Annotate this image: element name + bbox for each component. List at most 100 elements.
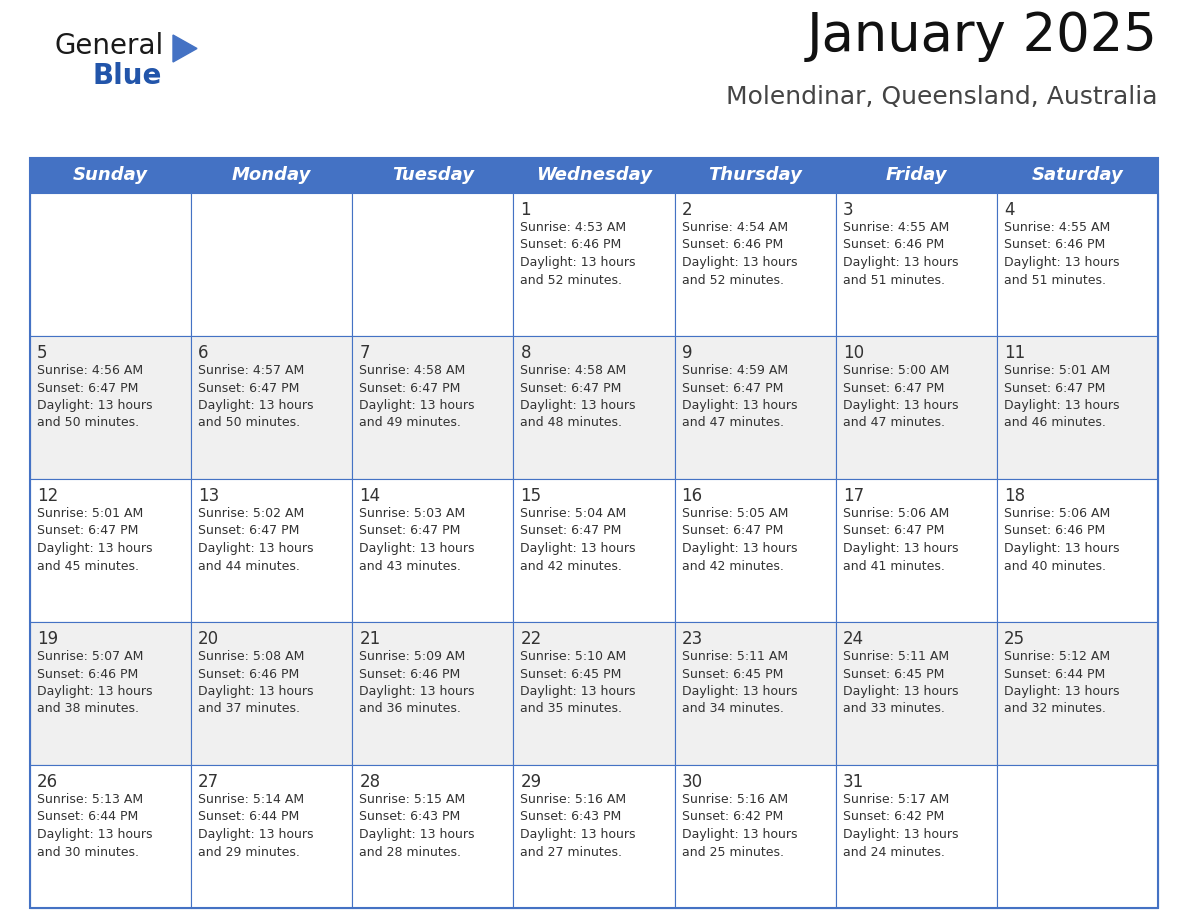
Bar <box>353 479 513 622</box>
Text: Sunrise: 5:15 AM
Sunset: 6:43 PM
Daylight: 13 hours
and 28 minutes.: Sunrise: 5:15 AM Sunset: 6:43 PM Dayligh… <box>359 793 475 858</box>
Bar <box>997 336 1158 479</box>
Text: Sunrise: 4:58 AM
Sunset: 6:47 PM
Daylight: 13 hours
and 49 minutes.: Sunrise: 4:58 AM Sunset: 6:47 PM Dayligh… <box>359 364 475 430</box>
Text: 22: 22 <box>520 630 542 648</box>
Bar <box>835 479 997 622</box>
Text: Sunrise: 5:13 AM
Sunset: 6:44 PM
Daylight: 13 hours
and 30 minutes.: Sunrise: 5:13 AM Sunset: 6:44 PM Dayligh… <box>37 793 152 858</box>
Polygon shape <box>173 35 197 62</box>
Bar <box>30 336 191 479</box>
Text: 23: 23 <box>682 630 703 648</box>
Text: Sunrise: 5:01 AM
Sunset: 6:47 PM
Daylight: 13 hours
and 45 minutes.: Sunrise: 5:01 AM Sunset: 6:47 PM Dayligh… <box>37 507 152 573</box>
Text: General: General <box>55 32 164 60</box>
Bar <box>835 336 997 479</box>
Bar <box>353 193 513 336</box>
Text: 6: 6 <box>198 344 209 362</box>
Text: January 2025: January 2025 <box>807 10 1158 62</box>
Text: Sunrise: 5:02 AM
Sunset: 6:47 PM
Daylight: 13 hours
and 44 minutes.: Sunrise: 5:02 AM Sunset: 6:47 PM Dayligh… <box>198 507 314 573</box>
Bar <box>835 193 997 336</box>
Bar <box>191 479 353 622</box>
Text: Sunrise: 4:59 AM
Sunset: 6:47 PM
Daylight: 13 hours
and 47 minutes.: Sunrise: 4:59 AM Sunset: 6:47 PM Dayligh… <box>682 364 797 430</box>
Text: Sunrise: 5:05 AM
Sunset: 6:47 PM
Daylight: 13 hours
and 42 minutes.: Sunrise: 5:05 AM Sunset: 6:47 PM Dayligh… <box>682 507 797 573</box>
Text: 28: 28 <box>359 773 380 791</box>
Bar <box>997 193 1158 336</box>
Bar <box>30 158 1158 193</box>
Text: Sunrise: 4:55 AM
Sunset: 6:46 PM
Daylight: 13 hours
and 51 minutes.: Sunrise: 4:55 AM Sunset: 6:46 PM Dayligh… <box>842 221 959 286</box>
Bar <box>353 765 513 908</box>
Text: 20: 20 <box>198 630 220 648</box>
Text: Sunrise: 5:16 AM
Sunset: 6:43 PM
Daylight: 13 hours
and 27 minutes.: Sunrise: 5:16 AM Sunset: 6:43 PM Dayligh… <box>520 793 636 858</box>
Text: Sunrise: 5:06 AM
Sunset: 6:46 PM
Daylight: 13 hours
and 40 minutes.: Sunrise: 5:06 AM Sunset: 6:46 PM Dayligh… <box>1004 507 1119 573</box>
Bar <box>191 765 353 908</box>
Bar <box>191 336 353 479</box>
Text: Sunrise: 5:10 AM
Sunset: 6:45 PM
Daylight: 13 hours
and 35 minutes.: Sunrise: 5:10 AM Sunset: 6:45 PM Dayligh… <box>520 650 636 715</box>
Text: 17: 17 <box>842 487 864 505</box>
Bar <box>30 622 191 765</box>
Bar <box>835 765 997 908</box>
Text: Sunrise: 4:56 AM
Sunset: 6:47 PM
Daylight: 13 hours
and 50 minutes.: Sunrise: 4:56 AM Sunset: 6:47 PM Dayligh… <box>37 364 152 430</box>
Text: Sunrise: 5:11 AM
Sunset: 6:45 PM
Daylight: 13 hours
and 33 minutes.: Sunrise: 5:11 AM Sunset: 6:45 PM Dayligh… <box>842 650 959 715</box>
Bar <box>675 765 835 908</box>
Text: Molendinar, Queensland, Australia: Molendinar, Queensland, Australia <box>727 85 1158 109</box>
Text: Sunrise: 5:04 AM
Sunset: 6:47 PM
Daylight: 13 hours
and 42 minutes.: Sunrise: 5:04 AM Sunset: 6:47 PM Dayligh… <box>520 507 636 573</box>
Bar <box>997 765 1158 908</box>
Bar <box>30 193 191 336</box>
Text: 13: 13 <box>198 487 220 505</box>
Bar <box>191 622 353 765</box>
Text: Sunrise: 5:09 AM
Sunset: 6:46 PM
Daylight: 13 hours
and 36 minutes.: Sunrise: 5:09 AM Sunset: 6:46 PM Dayligh… <box>359 650 475 715</box>
Text: Sunrise: 5:16 AM
Sunset: 6:42 PM
Daylight: 13 hours
and 25 minutes.: Sunrise: 5:16 AM Sunset: 6:42 PM Dayligh… <box>682 793 797 858</box>
Text: 12: 12 <box>37 487 58 505</box>
Text: Blue: Blue <box>93 62 163 90</box>
Text: 18: 18 <box>1004 487 1025 505</box>
Text: 7: 7 <box>359 344 369 362</box>
Text: 16: 16 <box>682 487 702 505</box>
Text: 5: 5 <box>37 344 48 362</box>
Bar <box>675 479 835 622</box>
Text: 19: 19 <box>37 630 58 648</box>
Text: 8: 8 <box>520 344 531 362</box>
Bar <box>191 193 353 336</box>
Text: 1: 1 <box>520 201 531 219</box>
Text: 14: 14 <box>359 487 380 505</box>
Text: Sunrise: 5:00 AM
Sunset: 6:47 PM
Daylight: 13 hours
and 47 minutes.: Sunrise: 5:00 AM Sunset: 6:47 PM Dayligh… <box>842 364 959 430</box>
Text: 11: 11 <box>1004 344 1025 362</box>
Bar <box>353 336 513 479</box>
Text: 26: 26 <box>37 773 58 791</box>
Text: 2: 2 <box>682 201 693 219</box>
Text: Tuesday: Tuesday <box>392 166 474 185</box>
Text: Sunrise: 5:12 AM
Sunset: 6:44 PM
Daylight: 13 hours
and 32 minutes.: Sunrise: 5:12 AM Sunset: 6:44 PM Dayligh… <box>1004 650 1119 715</box>
Text: 21: 21 <box>359 630 380 648</box>
Bar <box>513 193 675 336</box>
Text: 4: 4 <box>1004 201 1015 219</box>
Text: 15: 15 <box>520 487 542 505</box>
Text: 29: 29 <box>520 773 542 791</box>
Text: 10: 10 <box>842 344 864 362</box>
Text: 30: 30 <box>682 773 702 791</box>
Text: Sunday: Sunday <box>74 166 148 185</box>
Bar <box>675 622 835 765</box>
Text: Wednesday: Wednesday <box>536 166 652 185</box>
Bar <box>513 765 675 908</box>
Text: 3: 3 <box>842 201 853 219</box>
Bar <box>997 622 1158 765</box>
Bar <box>675 193 835 336</box>
Text: 25: 25 <box>1004 630 1025 648</box>
Text: Sunrise: 4:57 AM
Sunset: 6:47 PM
Daylight: 13 hours
and 50 minutes.: Sunrise: 4:57 AM Sunset: 6:47 PM Dayligh… <box>198 364 314 430</box>
Text: Sunrise: 5:06 AM
Sunset: 6:47 PM
Daylight: 13 hours
and 41 minutes.: Sunrise: 5:06 AM Sunset: 6:47 PM Dayligh… <box>842 507 959 573</box>
Bar <box>513 336 675 479</box>
Text: Sunrise: 5:03 AM
Sunset: 6:47 PM
Daylight: 13 hours
and 43 minutes.: Sunrise: 5:03 AM Sunset: 6:47 PM Dayligh… <box>359 507 475 573</box>
Bar <box>30 479 191 622</box>
Bar <box>513 479 675 622</box>
Text: Sunrise: 5:08 AM
Sunset: 6:46 PM
Daylight: 13 hours
and 37 minutes.: Sunrise: 5:08 AM Sunset: 6:46 PM Dayligh… <box>198 650 314 715</box>
Text: Sunrise: 5:11 AM
Sunset: 6:45 PM
Daylight: 13 hours
and 34 minutes.: Sunrise: 5:11 AM Sunset: 6:45 PM Dayligh… <box>682 650 797 715</box>
Text: Monday: Monday <box>232 166 311 185</box>
Bar <box>30 765 191 908</box>
Text: Sunrise: 4:53 AM
Sunset: 6:46 PM
Daylight: 13 hours
and 52 minutes.: Sunrise: 4:53 AM Sunset: 6:46 PM Dayligh… <box>520 221 636 286</box>
Bar <box>513 622 675 765</box>
Text: 24: 24 <box>842 630 864 648</box>
Bar <box>30 158 1158 908</box>
Text: Sunrise: 4:55 AM
Sunset: 6:46 PM
Daylight: 13 hours
and 51 minutes.: Sunrise: 4:55 AM Sunset: 6:46 PM Dayligh… <box>1004 221 1119 286</box>
Text: 9: 9 <box>682 344 693 362</box>
Bar <box>675 336 835 479</box>
Text: Sunrise: 4:58 AM
Sunset: 6:47 PM
Daylight: 13 hours
and 48 minutes.: Sunrise: 4:58 AM Sunset: 6:47 PM Dayligh… <box>520 364 636 430</box>
Text: Saturday: Saturday <box>1031 166 1124 185</box>
Text: Sunrise: 5:01 AM
Sunset: 6:47 PM
Daylight: 13 hours
and 46 minutes.: Sunrise: 5:01 AM Sunset: 6:47 PM Dayligh… <box>1004 364 1119 430</box>
